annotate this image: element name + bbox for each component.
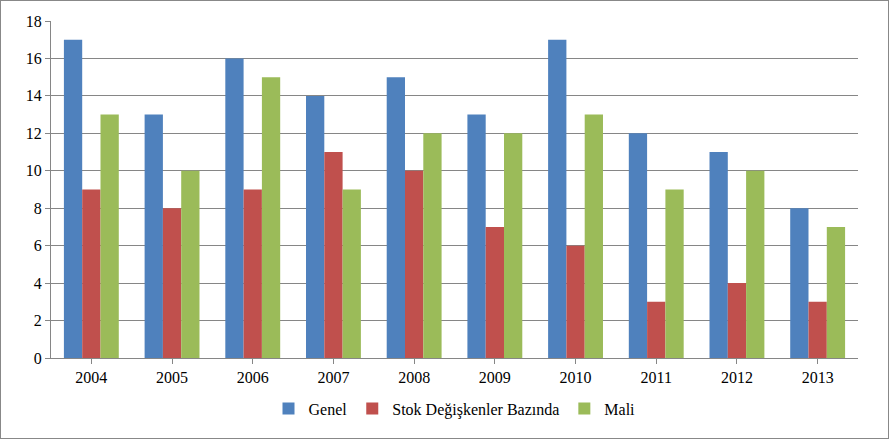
svg-text:2013: 2013 xyxy=(802,369,834,386)
svg-text:2: 2 xyxy=(34,312,42,329)
svg-text:2009: 2009 xyxy=(479,369,511,386)
svg-text:Genel: Genel xyxy=(309,401,348,418)
svg-text:2005: 2005 xyxy=(156,369,188,386)
svg-text:4: 4 xyxy=(34,275,42,292)
svg-text:8: 8 xyxy=(34,200,42,217)
svg-text:2011: 2011 xyxy=(641,369,672,386)
svg-text:14: 14 xyxy=(26,87,42,104)
svg-text:6: 6 xyxy=(34,237,42,254)
svg-text:2012: 2012 xyxy=(721,369,753,386)
svg-text:Mali: Mali xyxy=(604,401,635,418)
svg-text:2006: 2006 xyxy=(237,369,269,386)
svg-text:0: 0 xyxy=(34,350,42,367)
svg-text:2007: 2007 xyxy=(317,369,349,386)
svg-text:2008: 2008 xyxy=(398,369,430,386)
svg-text:10: 10 xyxy=(26,162,42,179)
svg-text:2010: 2010 xyxy=(560,369,592,386)
svg-text:2004: 2004 xyxy=(75,369,107,386)
svg-text:12: 12 xyxy=(26,125,42,142)
svg-text:Stok Değişkenler Bazında: Stok Değişkenler Bazında xyxy=(392,401,559,419)
svg-text:16: 16 xyxy=(26,50,42,67)
svg-text:18: 18 xyxy=(26,13,42,30)
